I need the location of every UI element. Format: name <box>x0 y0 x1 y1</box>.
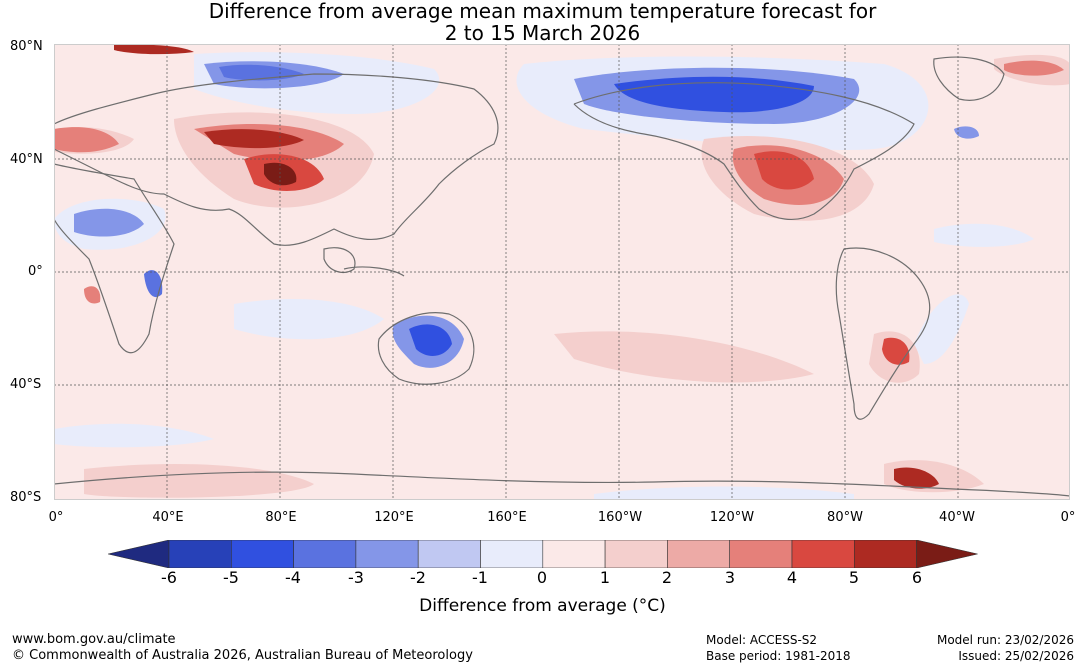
anomaly-cool-core <box>144 270 163 298</box>
colorbar-extension-high <box>916 540 978 568</box>
colorbar-cell <box>604 540 668 568</box>
lon-label-160e: 160°E <box>487 510 527 525</box>
coastline-south-east-asia <box>323 247 356 273</box>
colorbar-tick-5: 5 <box>848 568 860 587</box>
map-title-line2: 2 to 15 March 2026 <box>444 21 641 45</box>
colorbar-extension-low <box>108 540 170 568</box>
coastline-eurasia <box>54 73 499 246</box>
colorbar-cell <box>729 540 793 568</box>
colorbar-tick-minus4: -4 <box>285 568 301 587</box>
colorbar-tick-6: 6 <box>911 568 923 587</box>
colorbar-cell <box>231 540 294 568</box>
colorbar-cell <box>853 540 917 568</box>
colorbar-tick-minus1: -1 <box>472 568 488 587</box>
map-frame <box>54 44 1070 500</box>
anomaly-weak-cool <box>914 294 969 364</box>
lon-label-160w: 160°W <box>597 510 643 525</box>
colorbar-cell <box>480 540 544 568</box>
lat-label-40n: 40°N <box>10 152 43 167</box>
coastline-south-america <box>835 247 931 420</box>
lon-label-120w: 120°W <box>709 510 755 525</box>
lat-label-equator: 0° <box>28 264 43 279</box>
colorbar-tick-minus6: -6 <box>161 568 177 587</box>
lon-label-40w: 40°W <box>939 510 975 525</box>
anomaly-weak-cool <box>934 223 1034 247</box>
lon-label-0-right: 0° <box>1060 510 1076 525</box>
anomaly-cool-core <box>409 324 452 356</box>
colorbar-tick-minus3: -3 <box>348 568 364 587</box>
anomaly-warm-core <box>114 44 194 55</box>
lon-label-80e: 80°E <box>265 510 297 525</box>
lat-label-40s: 40°S <box>10 377 42 392</box>
footer-copyright: © Commonwealth of Australia 2026, Austra… <box>12 648 473 663</box>
lat-label-80s: 80°S <box>10 490 42 505</box>
colorbar-cell <box>542 540 606 568</box>
lon-label-80w: 80°W <box>827 510 863 525</box>
footer-issued: Issued: 25/02/2026 <box>958 649 1074 663</box>
graticule <box>54 44 1070 500</box>
anomaly-warm-core <box>54 127 119 153</box>
coastline-north-america <box>573 82 915 221</box>
colorbar-cell <box>667 540 731 568</box>
colorbar-cell <box>355 540 419 568</box>
lon-label-0-left: 0° <box>48 510 64 525</box>
coastlines <box>54 56 1070 497</box>
anomaly-warm-core <box>84 286 101 304</box>
coastline-africa <box>54 163 175 354</box>
colorbar-cell <box>168 540 232 568</box>
colorbar-cells <box>108 540 978 568</box>
anomaly-warm-core <box>894 467 939 489</box>
anomaly-cool-core <box>74 208 144 237</box>
colorbar-label: Difference from average (°C) <box>419 596 666 616</box>
anomaly-cool-core <box>954 126 979 139</box>
colorbar <box>108 540 978 568</box>
temperature-anomaly-map <box>54 44 1070 500</box>
anomaly-warm-core <box>204 129 304 149</box>
lon-label-120e: 120°E <box>374 510 414 525</box>
map-title-line1: Difference from average mean maximum tem… <box>208 0 877 23</box>
anomaly-weak-cool <box>54 423 214 448</box>
colorbar-tick-0: 0 <box>536 568 548 587</box>
anomaly-cool-core <box>614 76 814 113</box>
colorbar-cell <box>417 540 481 568</box>
colorbar-tick-4: 4 <box>786 568 798 587</box>
anomaly-warm-core <box>1004 60 1064 76</box>
coastline-indonesia <box>343 266 405 277</box>
anomaly-weak-cool <box>234 299 384 340</box>
footer-site-url: www.bom.gov.au/climate <box>12 632 176 647</box>
coastline-australia <box>377 312 475 385</box>
anomaly-warm-core <box>882 337 910 365</box>
coastline-antarctica <box>54 471 1070 497</box>
coastline-greenland <box>933 56 1005 101</box>
colorbar-tick-3: 3 <box>724 568 736 587</box>
colorbar-tick-minus5: -5 <box>223 568 239 587</box>
footer-model: Model: ACCESS-S2 <box>706 633 818 647</box>
colorbar-tick-2: 2 <box>661 568 673 587</box>
colorbar-cell <box>791 540 855 568</box>
colorbar-cell <box>293 540 357 568</box>
anomaly-weak-cool <box>594 486 854 500</box>
anomaly-field <box>54 44 1070 500</box>
anomaly-warm-core <box>754 151 814 190</box>
footer-model-run: Model run: 23/02/2026 <box>936 633 1074 647</box>
lat-label-80n: 80°N <box>10 39 43 54</box>
colorbar-tick-minus2: -2 <box>410 568 426 587</box>
lon-label-40e: 40°E <box>152 510 184 525</box>
colorbar-tick-1: 1 <box>599 568 611 587</box>
footer-base-period: Base period: 1981-2018 <box>706 649 851 663</box>
